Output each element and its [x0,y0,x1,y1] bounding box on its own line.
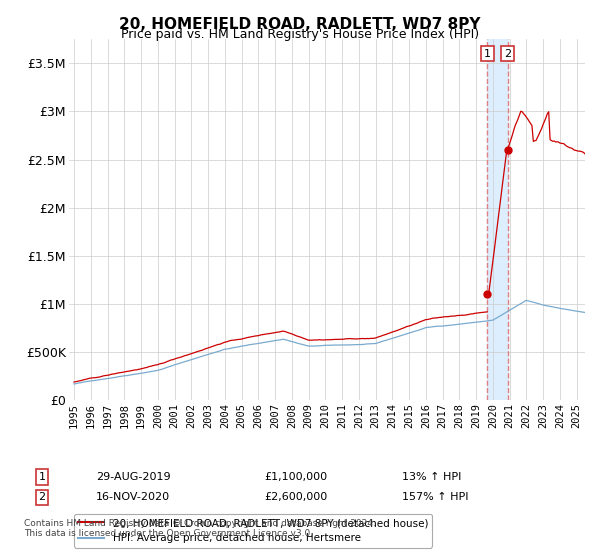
Text: Price paid vs. HM Land Registry's House Price Index (HPI): Price paid vs. HM Land Registry's House … [121,28,479,41]
Text: 29-AUG-2019: 29-AUG-2019 [96,472,170,482]
Text: 157% ↑ HPI: 157% ↑ HPI [402,492,469,502]
Text: £1,100,000: £1,100,000 [264,472,327,482]
Bar [487,39,508,400]
Text: 1: 1 [38,472,46,482]
Text: 20, HOMEFIELD ROAD, RADLETT, WD7 8PY: 20, HOMEFIELD ROAD, RADLETT, WD7 8PY [119,17,481,32]
Text: 16-NOV-2020: 16-NOV-2020 [96,492,170,502]
Text: 2: 2 [504,49,511,59]
Legend: 20, HOMEFIELD ROAD, RADLETT, WD7 8PY (detached house), HPI: Average price, detac: 20, HOMEFIELD ROAD, RADLETT, WD7 8PY (de… [74,514,433,548]
Text: 2: 2 [38,492,46,502]
Text: 13% ↑ HPI: 13% ↑ HPI [402,472,461,482]
Text: 1: 1 [484,49,491,59]
Text: £2,600,000: £2,600,000 [264,492,327,502]
Text: Contains HM Land Registry data © Crown copyright and database right 2024.
This d: Contains HM Land Registry data © Crown c… [24,519,376,538]
